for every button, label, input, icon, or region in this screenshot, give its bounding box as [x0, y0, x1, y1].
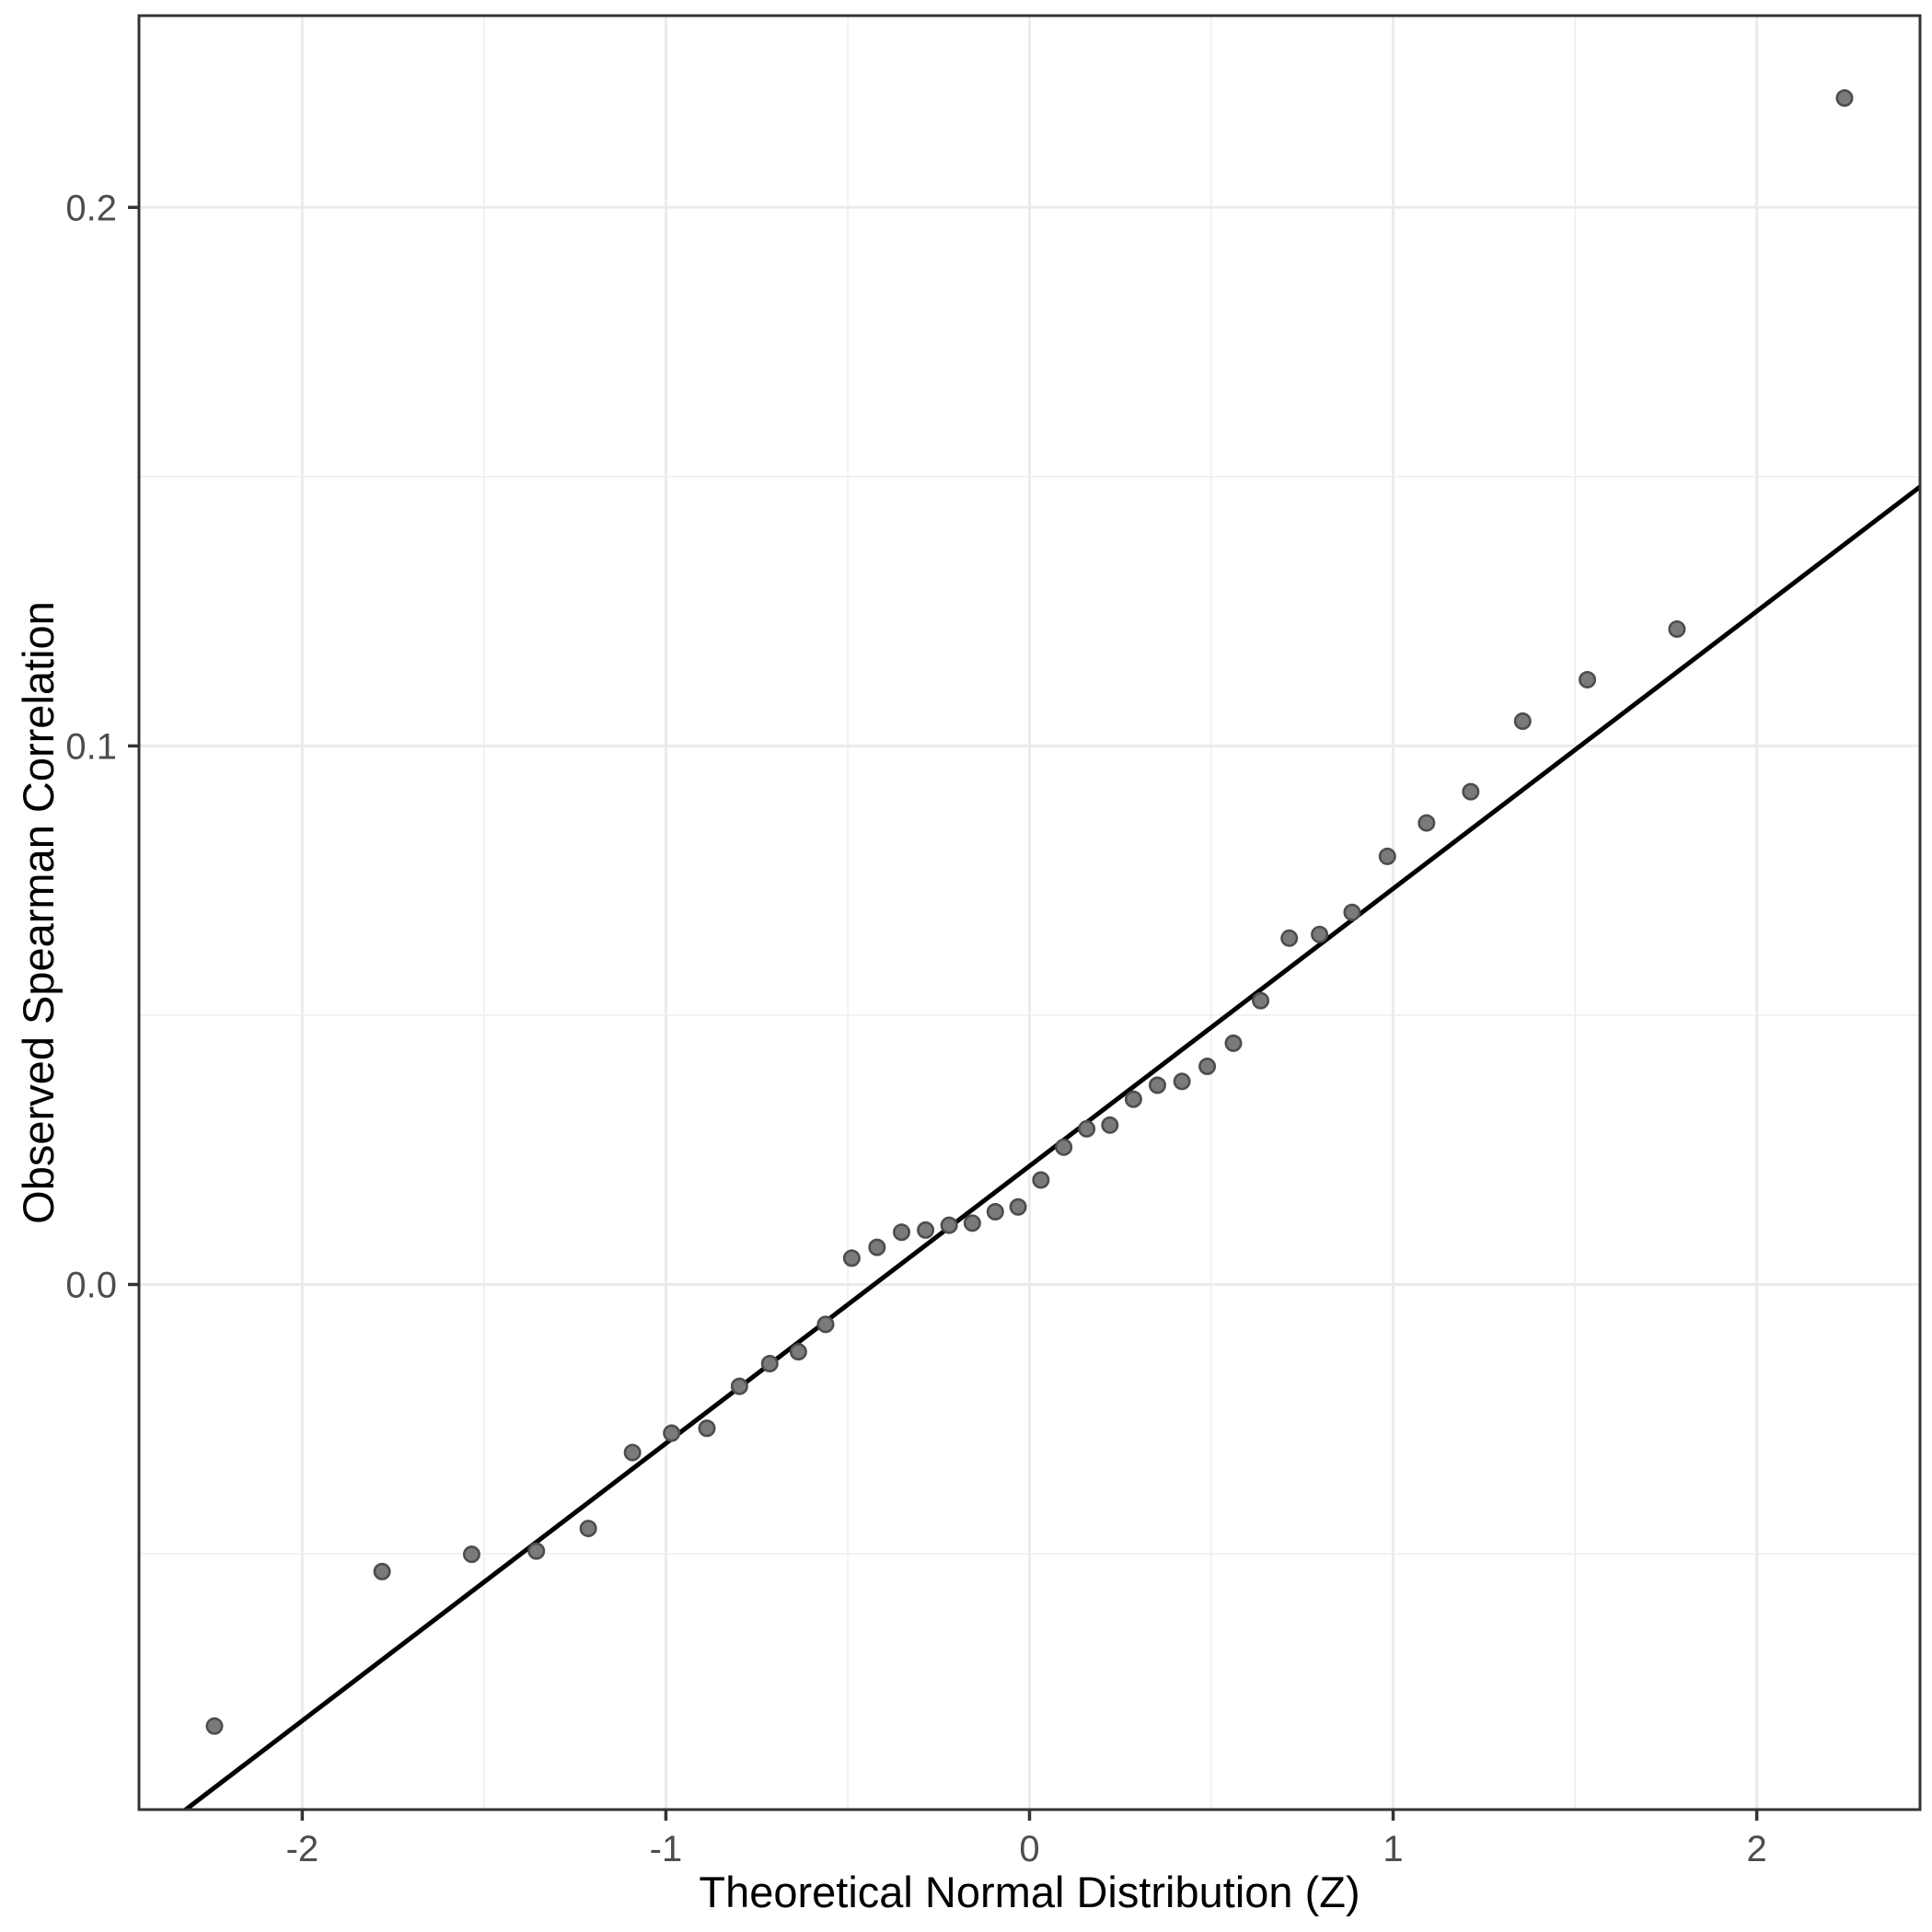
- data-point: [1032, 1171, 1050, 1189]
- data-point: [1462, 782, 1480, 801]
- data-point: [698, 1419, 716, 1438]
- data-point: [1124, 1090, 1142, 1108]
- x-tick-label: 1: [1382, 1829, 1403, 1869]
- data-point: [1173, 1072, 1191, 1091]
- data-point: [1009, 1197, 1027, 1216]
- data-point: [963, 1214, 981, 1232]
- data-point: [917, 1221, 935, 1239]
- data-point: [462, 1545, 480, 1564]
- data-point: [789, 1343, 807, 1361]
- data-point: [1198, 1058, 1217, 1076]
- x-axis-title: Theoretical Normal Distribution (Z): [699, 1868, 1359, 1916]
- x-tick-label: -1: [650, 1829, 683, 1869]
- data-point: [623, 1443, 642, 1462]
- data-point: [373, 1562, 391, 1580]
- data-point: [986, 1203, 1004, 1221]
- data-point: [1101, 1116, 1119, 1134]
- data-point: [760, 1355, 779, 1373]
- data-point: [1417, 814, 1436, 832]
- data-point: [1055, 1138, 1073, 1156]
- data-point: [579, 1520, 597, 1538]
- data-point: [842, 1249, 861, 1267]
- data-point: [1252, 991, 1270, 1010]
- data-point: [1343, 903, 1361, 921]
- data-point: [730, 1377, 748, 1395]
- y-tick-label: 0.0: [65, 1266, 117, 1306]
- data-point: [1835, 89, 1854, 108]
- data-point: [1311, 925, 1329, 943]
- y-tick-label: 0.2: [65, 188, 117, 228]
- data-point: [205, 1717, 224, 1735]
- data-point: [1078, 1119, 1096, 1138]
- data-point: [663, 1424, 681, 1442]
- data-point: [940, 1216, 958, 1234]
- data-point: [1280, 929, 1299, 947]
- data-point: [1224, 1034, 1243, 1052]
- data-point: [527, 1542, 546, 1560]
- x-tick-label: 2: [1746, 1829, 1766, 1869]
- y-tick-label: 0.1: [65, 726, 117, 767]
- qq-reference-line: [181, 484, 1920, 1810]
- data-point: [816, 1315, 835, 1334]
- data-point: [1579, 670, 1597, 688]
- data-point: [1668, 619, 1686, 638]
- data-point: [1148, 1076, 1166, 1094]
- data-point: [893, 1223, 911, 1242]
- data-point: [1513, 711, 1532, 730]
- x-tick-label: -2: [286, 1829, 319, 1869]
- x-tick-label: 0: [1019, 1829, 1039, 1869]
- y-axis-title: Observed Spearman Correlation: [14, 601, 63, 1224]
- data-point: [868, 1238, 886, 1256]
- data-point: [1378, 847, 1396, 865]
